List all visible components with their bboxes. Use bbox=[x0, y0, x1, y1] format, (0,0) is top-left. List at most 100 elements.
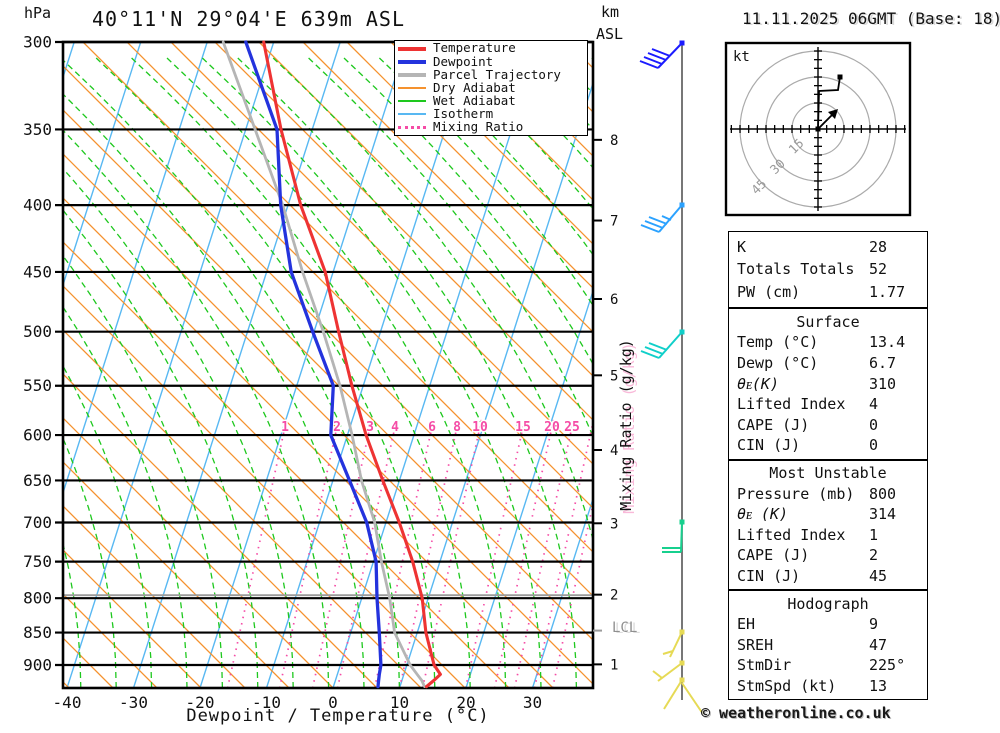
temp-tick-label: 10 bbox=[390, 693, 409, 712]
km-tick-label: 3 bbox=[610, 516, 618, 532]
stat-row: EH 9 bbox=[737, 615, 879, 633]
stat-row: Pressure (mb) 800 bbox=[737, 484, 897, 503]
temperature-curve bbox=[262, 40, 442, 689]
mixing-ratio-line bbox=[336, 417, 398, 688]
temp-tick-label: 30 bbox=[523, 693, 542, 712]
isotherm-line bbox=[398, 81, 593, 688]
wind-barb-segment bbox=[640, 224, 660, 233]
stat-row: Dewp (°C) 6.7 bbox=[737, 353, 897, 372]
stat-row: CAPE (J) 0 bbox=[737, 415, 879, 434]
hodograph-storm-vector bbox=[817, 112, 835, 130]
mixing-ratio-line bbox=[421, 417, 483, 688]
pressure-tick-label: 650 bbox=[23, 471, 52, 490]
dry-adiabat-line bbox=[63, 153, 593, 685]
wind-barb-dot bbox=[679, 629, 685, 635]
isotherm-line bbox=[199, 42, 408, 688]
dry-adiabat-line bbox=[63, 505, 246, 688]
dry-adiabat-line bbox=[214, 42, 593, 421]
wind-barb-dot bbox=[679, 660, 685, 666]
wind-barb-dot bbox=[679, 519, 685, 525]
wet-adiabat-line bbox=[131, 57, 471, 688]
dry-adiabat-line bbox=[258, 42, 593, 377]
parcel-trajectory-curve bbox=[221, 40, 426, 688]
temp-tick-label: -10 bbox=[252, 693, 281, 712]
wet-adiabat-line bbox=[0, 58, 10, 688]
km-tick-label: 4 bbox=[610, 443, 618, 459]
mixing-ratio-line bbox=[373, 417, 435, 688]
dry-adiabat-line bbox=[346, 42, 593, 289]
copyright-watermark: © weatheronline.co.uk bbox=[701, 704, 891, 722]
temp-tick-label: 0 bbox=[328, 693, 338, 712]
mixing-ratio-line bbox=[493, 417, 555, 688]
plot-frame bbox=[61, 40, 595, 690]
wind-barb-segment bbox=[639, 60, 659, 69]
mixing-ratio-line bbox=[513, 417, 575, 688]
wet-adiabat-line bbox=[95, 57, 436, 688]
chart-legend: Temperature Dewpoint Parcel Trajectory D… bbox=[394, 40, 588, 136]
wet-adiabat-line bbox=[63, 541, 82, 688]
wet-adiabat-line bbox=[63, 209, 259, 688]
lcl-label: LCL bbox=[612, 620, 638, 636]
dry-adiabat-line bbox=[63, 109, 593, 641]
dry-adiabat-line bbox=[63, 241, 510, 688]
isotherm-line bbox=[465, 288, 593, 688]
mixing-ratio-line bbox=[311, 417, 373, 688]
pressure-tick-label: 300 bbox=[23, 33, 52, 52]
wind-barb-segment bbox=[681, 682, 704, 715]
mixing-ratio-value-label: 10 bbox=[472, 420, 488, 435]
stat-row: CIN (J) 0 bbox=[737, 436, 879, 455]
hodograph-trace-dot bbox=[837, 74, 843, 80]
stat-row: θᴇ (K) 314 bbox=[737, 505, 897, 524]
stat-row: PW (cm) 1.77 bbox=[737, 282, 906, 301]
dry-adiabat-line bbox=[63, 373, 378, 688]
wet-adiabat-line bbox=[166, 57, 507, 688]
wet-adiabat-line bbox=[63, 305, 188, 688]
dry-adiabat-line bbox=[63, 197, 554, 688]
surface-panel-title: Surface bbox=[796, 312, 860, 331]
mixing-ratio-line bbox=[551, 500, 593, 688]
mixing-ratio-line bbox=[464, 417, 526, 688]
stat-row: Lifted Index 4 bbox=[737, 395, 879, 414]
mixing-ratio-value-label: 20 bbox=[544, 420, 560, 435]
dry-adiabat-line bbox=[63, 285, 466, 688]
stat-row: Lifted Index 1 bbox=[737, 525, 879, 544]
wet-adiabat-line-swatch bbox=[398, 100, 426, 103]
dry-adiabat-line bbox=[170, 42, 593, 465]
mixing-ratio-value-label: 6 bbox=[428, 420, 436, 435]
isotherm-line bbox=[63, 42, 142, 288]
wind-barb bbox=[640, 329, 685, 359]
hodograph-unit-label: kt bbox=[733, 49, 750, 65]
isotherm-line-swatch bbox=[398, 113, 426, 116]
wind-barb bbox=[640, 202, 685, 233]
pressure-tick-label: 450 bbox=[23, 262, 52, 281]
wind-barb bbox=[652, 660, 685, 682]
surface-panel: Surface Temp (°C) 13.4 Dewp (°C) 6.7 θᴇ(K)… bbox=[728, 308, 928, 460]
isotherm-line bbox=[0, 42, 8, 688]
wet-adiabat-line bbox=[201, 57, 542, 688]
indices-panel: K 28 Totals Totals 52 PW (cm) 1.77 bbox=[728, 231, 928, 308]
km-tick-label: 1 bbox=[610, 657, 618, 673]
mixing-ratio-line bbox=[226, 417, 288, 688]
dry-adiabat-line bbox=[63, 65, 593, 597]
wind-barb-dot bbox=[679, 677, 685, 683]
temp-tick-label: -30 bbox=[119, 693, 148, 712]
stat-row: Totals Totals 52 bbox=[737, 260, 888, 278]
wind-barb bbox=[662, 629, 685, 658]
pressure-tick-label: 900 bbox=[23, 656, 52, 675]
isotherm-line bbox=[531, 496, 593, 688]
wind-barb-segment bbox=[663, 679, 683, 710]
wet-adiabat-line bbox=[308, 57, 593, 438]
pressure-tick-label: 850 bbox=[23, 623, 52, 642]
wet-adiabat-line bbox=[63, 59, 401, 688]
legend-item-dewpoint: Dewpoint bbox=[398, 55, 587, 68]
dry-adiabat-line bbox=[0, 42, 25, 688]
dewpoint-curve bbox=[244, 40, 383, 689]
isotherm-line bbox=[66, 42, 275, 688]
pressure-tick-label: 550 bbox=[23, 376, 52, 395]
dry-adiabat-line bbox=[82, 42, 593, 553]
wind-barb-segment bbox=[644, 220, 664, 229]
dry-adiabat-line bbox=[63, 417, 334, 688]
mixing-ratio-axis-label: Mixing Ratio (g/kg) bbox=[617, 339, 635, 511]
stat-row: CIN (J) 45 bbox=[737, 566, 888, 585]
